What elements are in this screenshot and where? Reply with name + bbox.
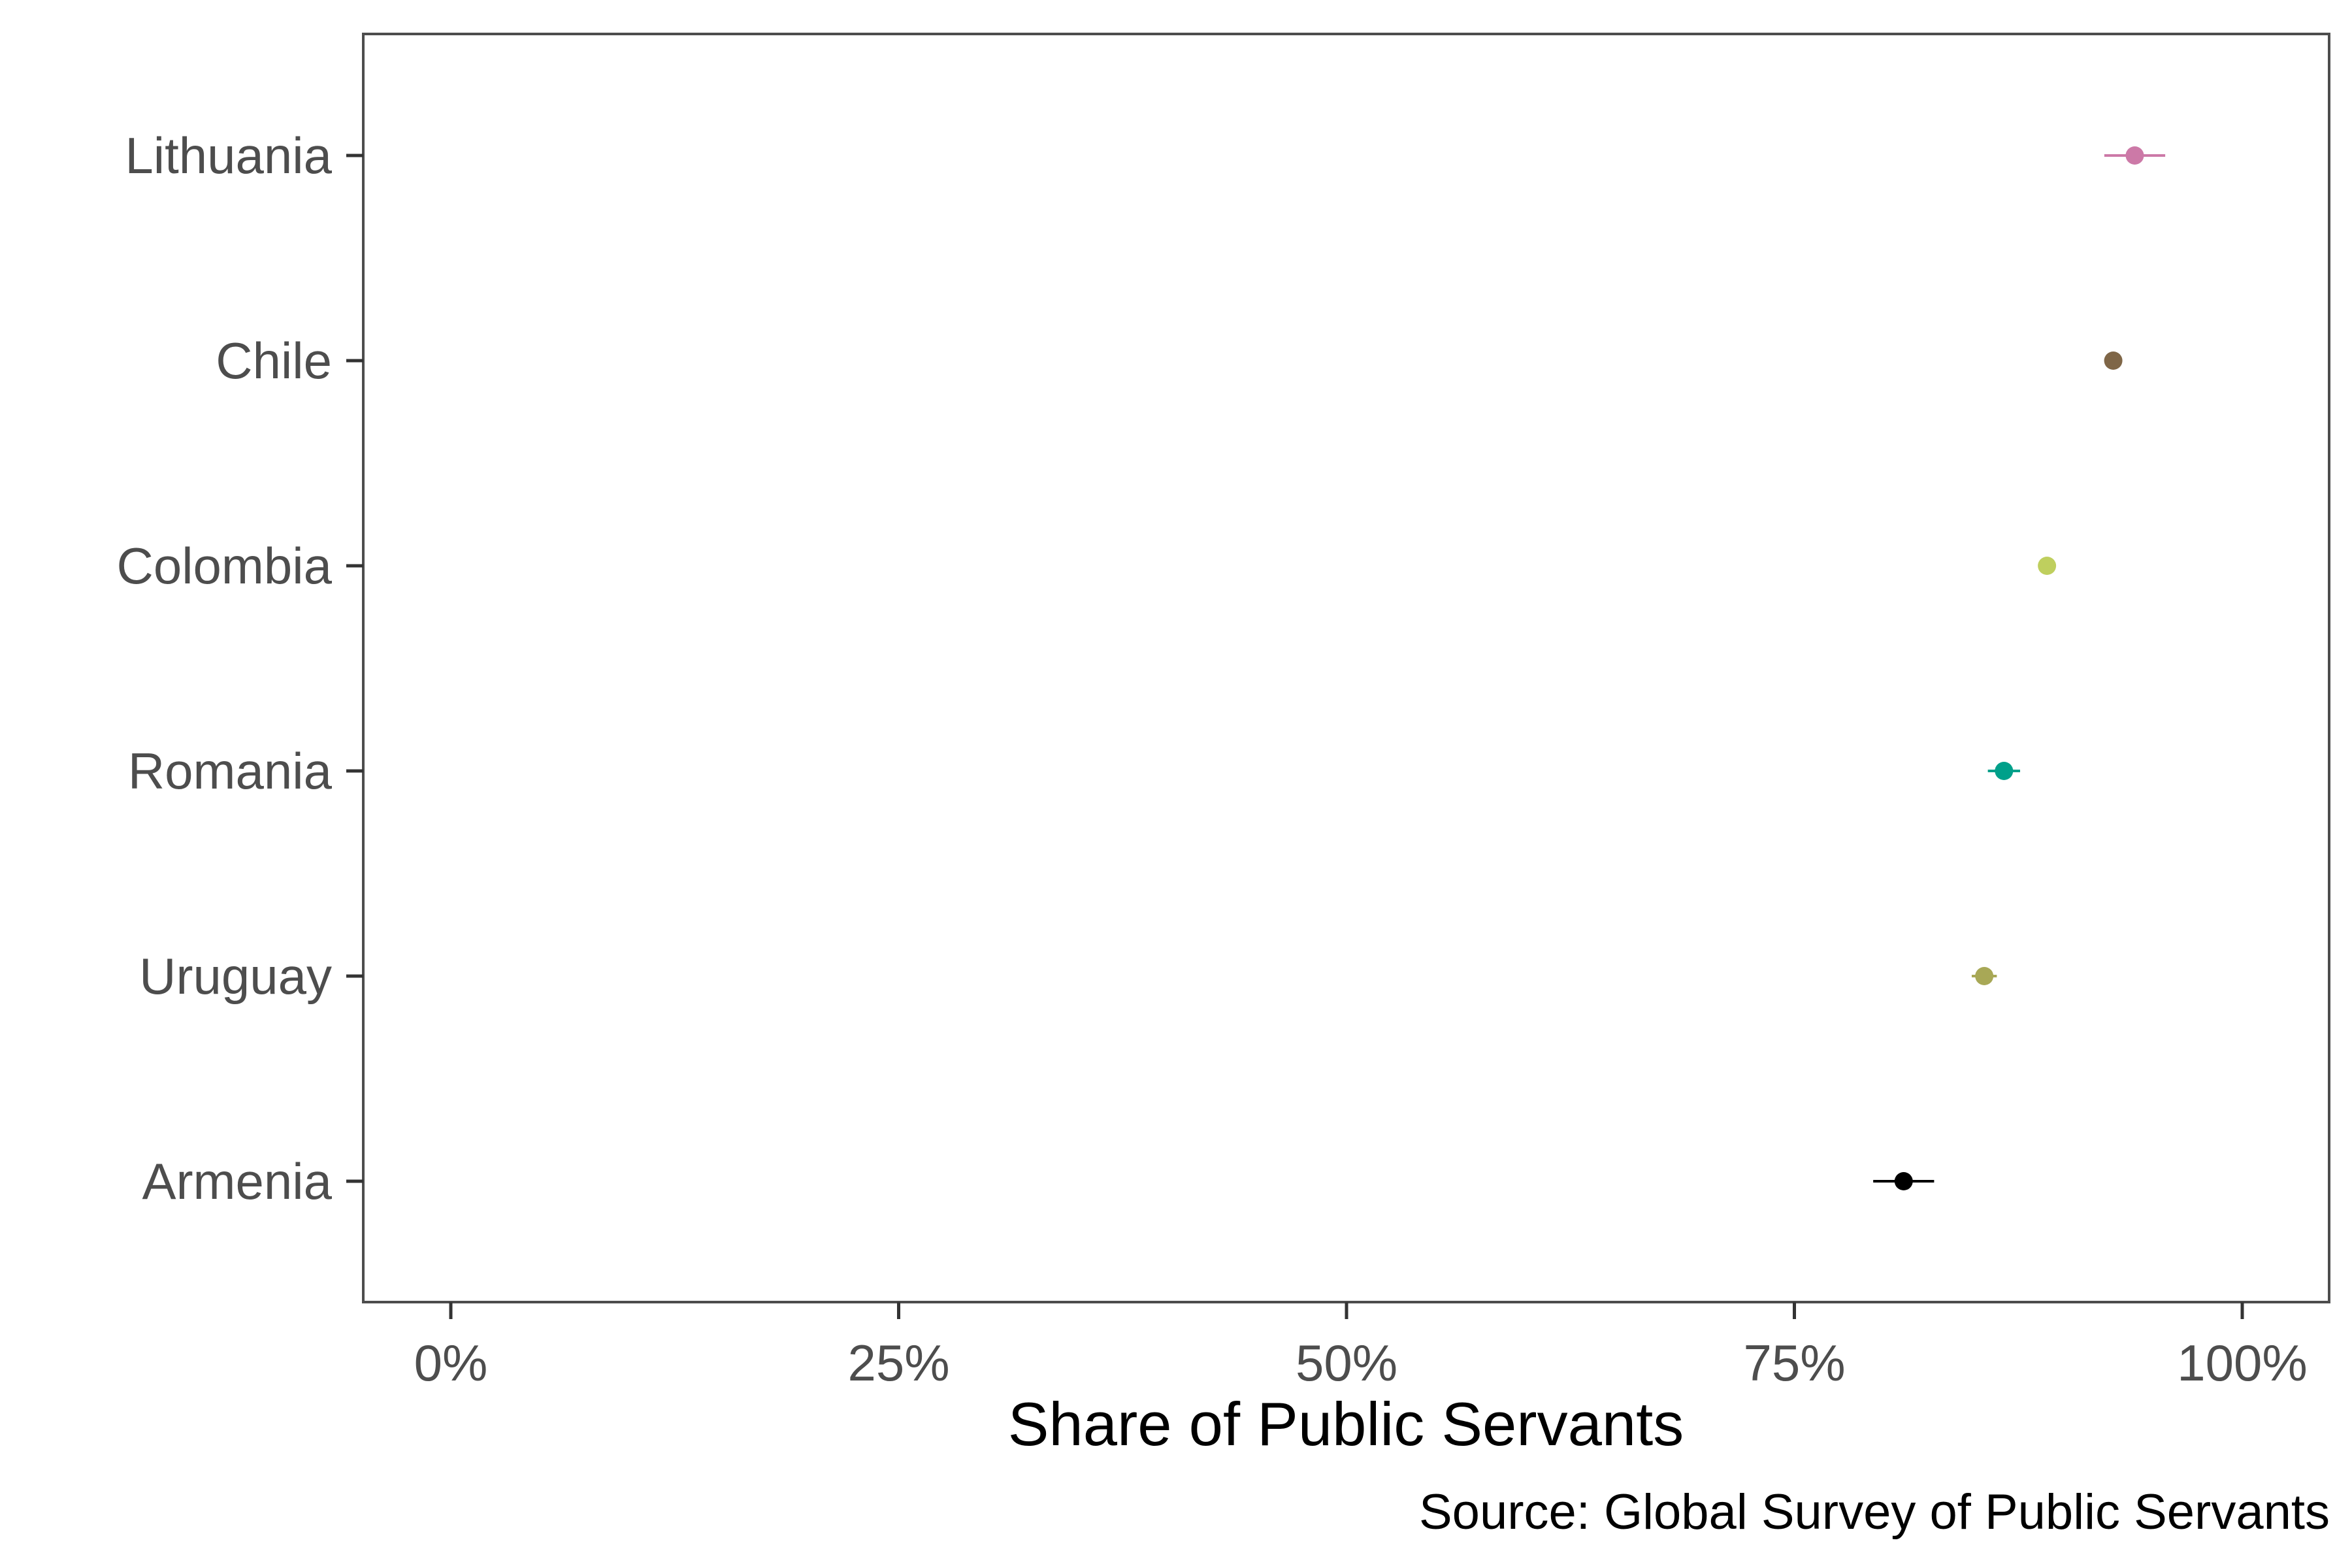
y-tick-label-colombia: Colombia (117, 537, 333, 595)
x-tick-label: 100% (2177, 1334, 2308, 1392)
y-tick-label-chile: Chile (216, 332, 332, 389)
plot-panel-border (362, 33, 2330, 1303)
point-colombia (2038, 557, 2057, 575)
source-caption: Source: Global Survey of Public Servants (1419, 1484, 2330, 1540)
y-tick-label-romania: Romania (128, 742, 333, 800)
point-chile (2104, 351, 2123, 370)
x-tick-label: 75% (1743, 1334, 1845, 1392)
y-axis: Lithuania Chile Colombia Romania Uruguay Arme… (117, 127, 363, 1210)
x-tick-label: 50% (1296, 1334, 1397, 1392)
point-uruguay (1975, 967, 1994, 985)
y-tick-label-armenia: Armenia (142, 1152, 333, 1210)
x-tick-label: 0% (414, 1334, 488, 1392)
x-axis-title: Share of Public Servants (1008, 1390, 1684, 1458)
point-armenia (1894, 1172, 1913, 1190)
x-axis: 0% 25% 50% 75% 100% (414, 1302, 2308, 1392)
y-tick-label-lithuania: Lithuania (125, 127, 332, 184)
y-tick-label-uruguay: Uruguay (139, 947, 332, 1005)
point-lithuania (2125, 146, 2144, 165)
x-tick-label: 25% (847, 1334, 949, 1392)
point-romania (1995, 762, 2014, 780)
data-marks (1873, 146, 2166, 1190)
